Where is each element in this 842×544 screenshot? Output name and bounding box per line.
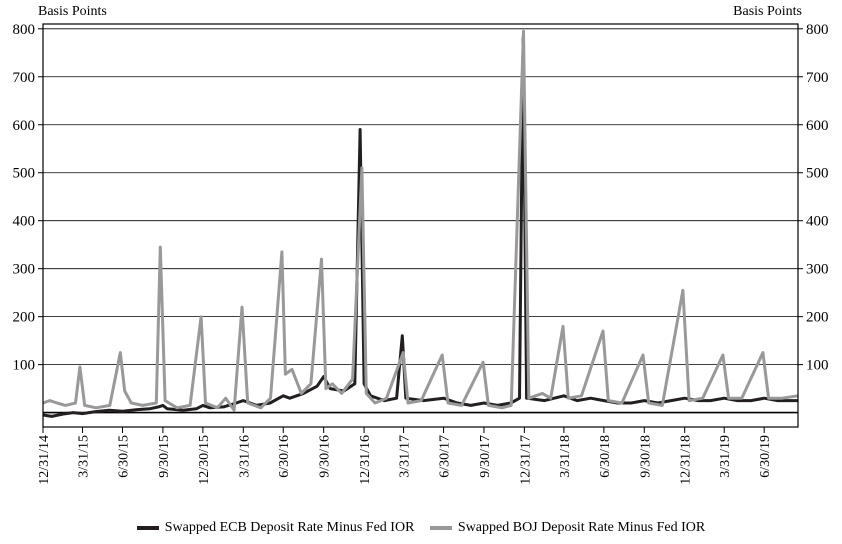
x-tick-label-1: 3/31/15 <box>77 435 92 478</box>
y-axis-right-unit-label: Basis Points <box>733 4 802 19</box>
x-tick-label-8: 12/31/16 <box>358 435 373 485</box>
legend-item-boj: Swapped BOJ Deposit Rate Minus Fed IOR <box>429 520 706 536</box>
y-tick-label-left-100: 100 <box>13 358 36 374</box>
axis-ticks: 100 100 200 200 300 300 400 400 500 500 600 600 700 7… <box>13 22 829 485</box>
y-tick-label-right-800: 800 <box>806 22 829 38</box>
y-tick-label-left-800: 800 <box>13 22 36 38</box>
x-tick-label-11: 9/30/17 <box>478 435 493 478</box>
x-tick-label-12: 12/31/17 <box>518 435 533 485</box>
x-tick-label-13: 3/31/18 <box>558 435 573 478</box>
legend-label-ecb: Swapped ECB Deposit Rate Minus Fed IOR <box>164 520 415 535</box>
legend-swatch-boj <box>429 525 452 530</box>
legend-label-boj: Swapped BOJ Deposit Rate Minus Fed IOR <box>457 520 706 535</box>
y-tick-label-left-500: 500 <box>13 166 36 182</box>
series-lines <box>42 29 799 418</box>
y-tick-label-left-200: 200 <box>13 310 36 326</box>
grid-lines <box>43 28 798 414</box>
y-tick-label-right-500: 500 <box>806 166 829 182</box>
x-tick-label-14: 6/30/18 <box>598 435 613 478</box>
x-tick-label-7: 9/30/16 <box>318 435 333 478</box>
x-tick-label-15: 9/30/18 <box>638 435 653 478</box>
y-tick-label-right-700: 700 <box>806 70 829 86</box>
x-tick-label-5: 3/31/16 <box>237 435 252 478</box>
x-tick-label-16: 12/31/18 <box>679 435 694 485</box>
x-tick-label-6: 6/30/16 <box>277 435 292 478</box>
x-tick-label-4: 12/30/15 <box>197 435 212 485</box>
y-tick-label-right-100: 100 <box>806 358 829 374</box>
x-tick-label-18: 6/30/19 <box>758 435 773 478</box>
x-tick-label-3: 9/30/15 <box>157 435 172 478</box>
x-tick-label-10: 6/30/17 <box>438 435 453 478</box>
y-axis-left-unit-label: Basis Points <box>38 4 107 19</box>
y-tick-label-right-300: 300 <box>806 262 829 278</box>
legend: Swapped ECB Deposit Rate Minus Fed IOR S… <box>0 520 842 536</box>
y-tick-label-left-600: 600 <box>13 118 36 134</box>
y-tick-label-right-400: 400 <box>806 214 829 230</box>
y-tick-label-right-600: 600 <box>806 118 829 134</box>
y-tick-label-left-300: 300 <box>13 262 36 278</box>
legend-item-ecb: Swapped ECB Deposit Rate Minus Fed IOR <box>136 520 415 536</box>
x-tick-label-17: 3/31/19 <box>718 435 733 478</box>
series-line-boj <box>42 29 799 412</box>
y-tick-label-right-200: 200 <box>806 310 829 326</box>
legend-swatch-ecb <box>136 525 159 530</box>
x-tick-label-0: 12/31/14 <box>37 435 52 485</box>
y-tick-label-left-700: 700 <box>13 70 36 86</box>
y-tick-label-left-400: 400 <box>13 214 36 230</box>
x-tick-label-9: 3/31/17 <box>398 435 413 478</box>
plot-area-frame <box>42 23 799 428</box>
x-tick-label-2: 6/30/15 <box>116 435 131 478</box>
